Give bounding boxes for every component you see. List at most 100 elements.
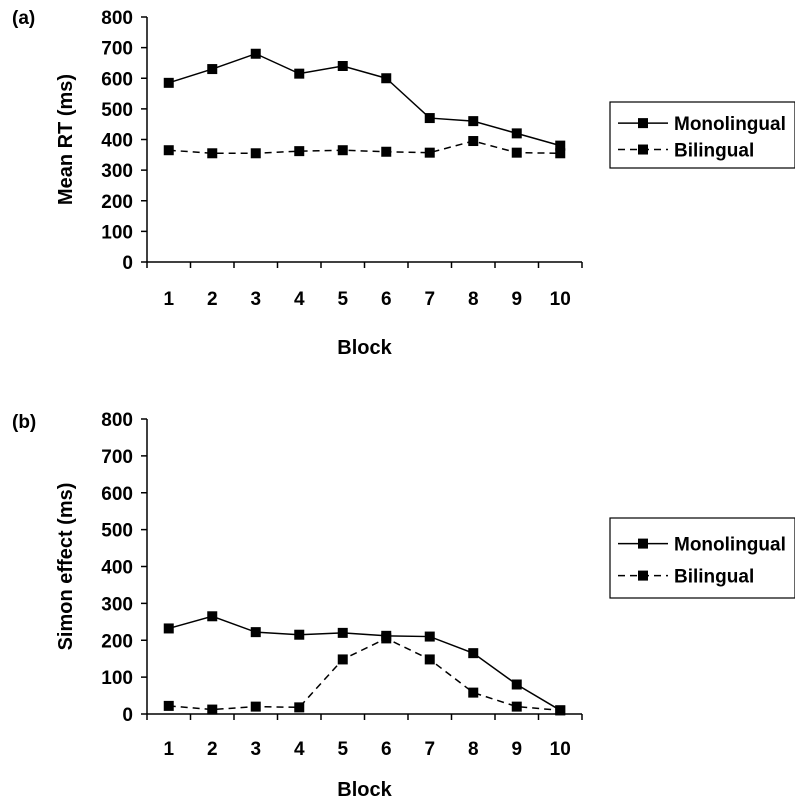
y-tick-label: 0 — [122, 705, 133, 726]
chart-panel-b: (b) 0 100 200 300 400 500 600 700 800 1 2 3 4 5 6 7 8 9 10 B… — [12, 410, 795, 801]
x-tick-label: 2 — [207, 739, 218, 760]
data-point-monolingual — [511, 128, 522, 139]
chart-panel-a: (a) 0 100 200 300 400 500 600 700 800 1 2 3 4 5 6 7 8 9 10 B… — [12, 8, 795, 359]
y-axis-label: Mean RT (ms) — [55, 74, 77, 205]
x-tick-label: 9 — [511, 739, 522, 760]
legend-box — [609, 101, 795, 169]
series-line-monolingual — [168, 615, 561, 711]
data-point-monolingual — [424, 113, 435, 124]
data-point-monolingual — [337, 61, 348, 71]
y-tick-label: 400 — [101, 131, 133, 152]
x-tick-label: 10 — [550, 289, 571, 310]
y-tick-label: 800 — [101, 8, 133, 29]
y-tick-label: 300 — [101, 594, 133, 615]
data-point-monolingual — [250, 627, 261, 638]
y-tick-label: 700 — [101, 39, 133, 60]
data-point-bilingual — [337, 145, 348, 156]
y-tick-label: 100 — [101, 668, 133, 689]
x-tick-label: 7 — [424, 739, 435, 760]
data-point-monolingual — [511, 679, 522, 690]
legend-entry-monolingual: Monolingual — [674, 114, 786, 135]
y-tick-label: 100 — [101, 222, 133, 243]
legend-swatch-marker — [638, 118, 648, 129]
data-point-monolingual — [250, 48, 261, 59]
legend-box — [609, 517, 795, 599]
data-point-monolingual — [381, 73, 392, 84]
x-tick-label: 3 — [250, 289, 261, 310]
legend: Monolingual Bilingual — [609, 101, 795, 169]
data-point-bilingual — [163, 145, 174, 156]
data-point-bilingual — [555, 148, 566, 159]
data-point-monolingual — [468, 116, 479, 127]
x-tick-label: 5 — [337, 739, 348, 760]
x-axis-label: Block — [337, 337, 392, 359]
y-tick-label: 200 — [101, 192, 133, 213]
x-axis-label: Block — [337, 779, 392, 801]
data-point-bilingual — [468, 687, 479, 698]
data-point-monolingual — [555, 140, 566, 151]
x-tick-label: 10 — [550, 739, 571, 760]
series-line-bilingual — [168, 637, 561, 712]
data-point-bilingual — [381, 146, 392, 157]
data-point-monolingual — [163, 77, 174, 88]
data-point-monolingual — [207, 611, 218, 622]
series-line-bilingual — [168, 140, 561, 155]
x-tick-label: 6 — [381, 739, 392, 760]
panel-label: (b) — [12, 412, 36, 433]
y-tick-label: 600 — [101, 69, 133, 90]
legend: Monolingual Bilingual — [609, 517, 795, 599]
x-tick-label: 1 — [163, 739, 174, 760]
y-tick-label: 600 — [101, 484, 133, 505]
data-point-monolingual — [163, 623, 174, 634]
x-tick-label: 8 — [468, 289, 479, 310]
panel-label: (a) — [12, 8, 35, 29]
data-point-monolingual — [207, 64, 218, 75]
y-tick-label: 400 — [101, 558, 133, 579]
x-tick-label: 6 — [381, 289, 392, 310]
data-point-bilingual — [424, 147, 435, 158]
data-point-bilingual — [207, 148, 218, 159]
data-point-bilingual — [555, 705, 566, 716]
y-tick-label: 500 — [101, 521, 133, 542]
data-point-bilingual — [424, 654, 435, 665]
x-tick-label: 1 — [163, 289, 174, 310]
x-tick-label: 9 — [511, 289, 522, 310]
data-point-monolingual — [424, 631, 435, 642]
data-point-bilingual — [511, 147, 522, 158]
data-point-bilingual — [207, 704, 218, 715]
y-tick-label: 700 — [101, 447, 133, 468]
y-tick-label: 300 — [101, 161, 133, 182]
x-tick-label: 8 — [468, 739, 479, 760]
data-point-monolingual — [468, 648, 479, 659]
legend-swatch-marker — [638, 570, 648, 581]
data-point-bilingual — [294, 146, 305, 157]
x-tick-label: 3 — [250, 739, 261, 760]
y-tick-label: 0 — [122, 253, 133, 274]
x-tick-label: 7 — [424, 289, 435, 310]
x-tick-label: 4 — [294, 289, 305, 310]
legend-swatch-marker — [638, 144, 648, 155]
data-point-monolingual — [337, 627, 348, 638]
y-tick-label: 200 — [101, 631, 133, 652]
series-line-monolingual — [168, 52, 561, 147]
x-tick-label: 4 — [294, 739, 305, 760]
legend-entry-bilingual: Bilingual — [674, 141, 754, 162]
data-point-bilingual — [337, 654, 348, 665]
y-axis-label: Simon effect (ms) — [55, 483, 77, 651]
data-point-bilingual — [294, 702, 305, 713]
x-tick-label: 5 — [337, 289, 348, 310]
legend-entry-monolingual: Monolingual — [674, 535, 786, 556]
data-point-bilingual — [468, 136, 479, 147]
legend-swatch-marker — [638, 538, 648, 549]
data-point-monolingual — [294, 629, 305, 640]
y-tick-label: 800 — [101, 410, 133, 431]
data-point-bilingual — [381, 633, 392, 644]
data-point-bilingual — [250, 148, 261, 159]
data-point-bilingual — [250, 701, 261, 712]
data-point-monolingual — [294, 68, 305, 79]
x-tick-label: 2 — [207, 289, 218, 310]
data-point-bilingual — [511, 701, 522, 712]
legend-entry-bilingual: Bilingual — [674, 567, 754, 588]
data-point-bilingual — [163, 700, 174, 711]
